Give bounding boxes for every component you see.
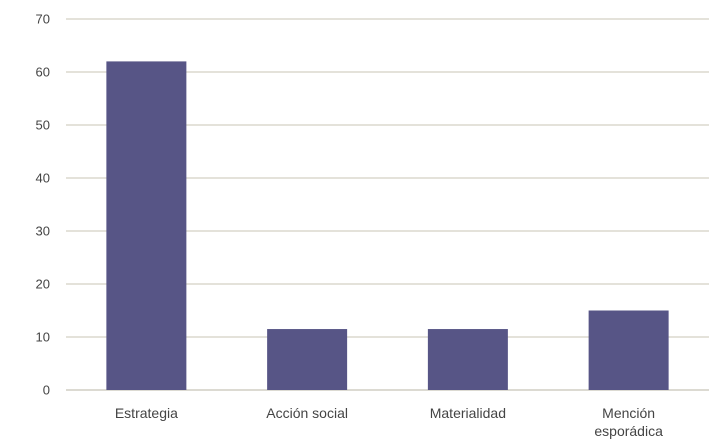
y-tick-label: 60 xyxy=(36,65,50,80)
bar xyxy=(267,329,348,390)
y-tick-label: 50 xyxy=(36,118,50,133)
x-category-label: Materialidad xyxy=(430,405,506,421)
y-tick-label: 20 xyxy=(36,277,50,292)
bar xyxy=(106,61,187,391)
x-category-label: Mención esporádica xyxy=(594,405,663,439)
bar xyxy=(427,329,508,390)
x-axis-labels: Estrategia Acción social Materialidad Menci… xyxy=(115,405,663,439)
y-axis-ticks: 0 10 20 30 40 50 60 70 xyxy=(36,12,50,398)
y-tick-label: 30 xyxy=(36,224,50,239)
y-tick-label: 40 xyxy=(36,171,50,186)
bar-layer xyxy=(106,61,669,391)
y-tick-label: 0 xyxy=(43,383,50,398)
y-tick-label: 10 xyxy=(36,330,50,345)
bar xyxy=(588,310,669,390)
x-category-label: Estrategia xyxy=(115,405,178,421)
y-tick-label: 70 xyxy=(36,12,50,27)
x-category-label: Acción social xyxy=(266,405,348,421)
